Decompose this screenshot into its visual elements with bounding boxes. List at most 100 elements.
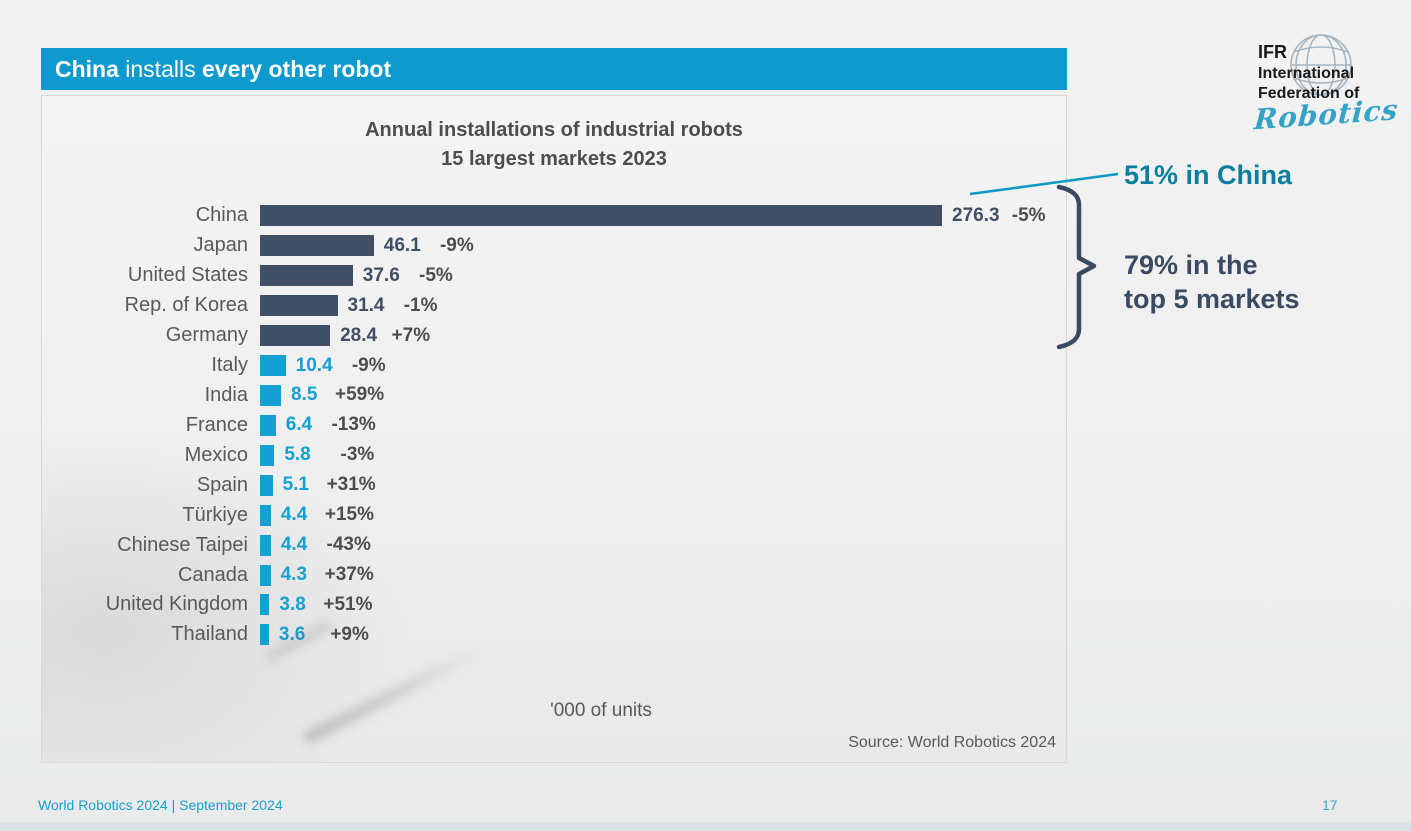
footer-text: World Robotics 2024 | September 2024 — [38, 797, 283, 813]
value-label: 10.4 — [295, 354, 333, 376]
slide-title-regular: installs — [118, 55, 202, 82]
value-label: 8.5 — [290, 384, 318, 406]
chart-title: Annual installations of industrial robot… — [365, 119, 743, 141]
value-label: 4.4 — [280, 534, 308, 556]
change-label: -9% — [439, 234, 474, 256]
change-label: -9% — [351, 354, 386, 376]
bottom-strip — [0, 822, 1411, 831]
bar-row: Spain 5.1 +31% — [42, 470, 1066, 500]
bar — [260, 325, 331, 347]
change-label: +37% — [324, 564, 374, 586]
bar — [260, 474, 273, 496]
bar — [260, 265, 353, 287]
change-label: -5% — [419, 264, 453, 286]
bar — [260, 235, 374, 257]
change-label: +7% — [391, 324, 431, 346]
bar-row: United Kingdom 3.8 +51% — [42, 590, 1066, 620]
bar-row: China 276.3 -5% — [42, 201, 1066, 231]
value-label: 276.3 — [952, 204, 1000, 226]
bar-row: Türkiye 4.4 +15% — [42, 500, 1066, 530]
category-label: Spain — [196, 473, 248, 496]
annotation-top5-line2: top 5 markets — [1124, 284, 1300, 314]
bar — [260, 295, 338, 317]
category-label: India — [204, 383, 248, 406]
bar-chart: China 276.3 -5% Japan 46.1 -9% United States 37… — [42, 201, 1066, 650]
change-label: -13% — [331, 414, 376, 436]
category-label: Chinese Taipei — [117, 533, 248, 556]
value-label: 28.4 — [340, 324, 378, 346]
slide-title-bold-2: every other robot — [201, 55, 392, 82]
ifr-logo: IFR International Federation of Robotics — [1250, 30, 1406, 142]
bar — [260, 624, 269, 646]
value-label: 4.4 — [280, 504, 308, 526]
slide-title-bar: China installs every other robot — [41, 48, 1067, 90]
bar-row: Chinese Taipei 4.4 -43% — [42, 530, 1066, 560]
chart-title-block: Annual installations of industrial robot… — [42, 116, 1066, 174]
annotation-top5-line1: 79% in the — [1124, 250, 1258, 280]
value-label: 6.4 — [285, 414, 313, 436]
category-label: Türkiye — [182, 503, 248, 526]
bar-row: Rep. of Korea 31.4 -1% — [42, 291, 1066, 321]
bar-row: Thailand 3.6 +9% — [42, 620, 1066, 650]
category-label: Italy — [211, 354, 248, 377]
bar — [260, 384, 281, 406]
bar — [260, 594, 270, 616]
logo-text-federation: Federation of — [1258, 85, 1360, 102]
category-label: Canada — [177, 563, 248, 586]
bar — [260, 534, 271, 556]
annotation-china-share: 51% in China — [1124, 160, 1293, 190]
category-label: Thailand — [171, 623, 248, 646]
change-label: -43% — [326, 534, 371, 556]
bar-row: Japan 46.1 -9% — [42, 231, 1066, 261]
bar-row: Canada 4.3 +37% — [42, 560, 1066, 590]
bar-row: France 6.4 -13% — [42, 410, 1066, 440]
slide-title-bold-1: China — [55, 55, 119, 82]
value-label: 31.4 — [347, 294, 385, 316]
change-label: +51% — [323, 593, 373, 615]
bar — [260, 355, 286, 377]
category-label: Germany — [165, 324, 248, 347]
value-label: 5.1 — [282, 474, 309, 496]
value-label: 3.6 — [278, 623, 306, 645]
globe-icon — [1290, 34, 1352, 96]
chart-subtitle: 15 largest markets 2023 — [441, 148, 667, 170]
value-label: 37.6 — [362, 264, 400, 286]
category-label: France — [185, 413, 248, 436]
change-label: +9% — [330, 623, 369, 645]
bar-row: Germany 28.4 +7% — [42, 321, 1066, 351]
value-label: 3.8 — [279, 593, 306, 615]
bar — [260, 504, 271, 526]
axis-unit-label: '000 of units — [550, 700, 652, 721]
bar — [260, 444, 275, 466]
top5-bracket — [1056, 184, 1097, 350]
category-label: Mexico — [184, 443, 248, 466]
bar — [260, 205, 942, 227]
callout-line — [969, 172, 1119, 196]
logo-text-ifr: IFR — [1258, 42, 1287, 62]
change-label: -1% — [403, 294, 438, 316]
bar-row: United States 37.6 -5% — [42, 261, 1066, 291]
chart-panel: Annual installations of industrial robot… — [41, 95, 1067, 763]
page-number: 17 — [1322, 797, 1338, 813]
change-label: -5% — [1011, 204, 1046, 226]
bar — [260, 564, 271, 586]
category-label: China — [195, 204, 248, 227]
bar-row: Mexico 5.8 -3% — [42, 440, 1066, 470]
category-label: Rep. of Korea — [124, 294, 248, 317]
change-label: +15% — [324, 504, 374, 526]
shadow-artifact — [302, 644, 484, 745]
logo-text-international: International — [1258, 65, 1355, 82]
value-label: 46.1 — [383, 234, 421, 256]
category-label: United Kingdom — [105, 593, 248, 616]
annotation-top5-share: 79% in the top 5 markets — [1124, 248, 1300, 316]
category-label: United States — [127, 264, 248, 287]
change-label: +59% — [334, 384, 385, 406]
value-label: 5.8 — [284, 444, 311, 466]
change-label: -3% — [340, 444, 375, 466]
bar — [260, 414, 276, 436]
bar-row: India 8.5 +59% — [42, 381, 1066, 411]
change-label: +31% — [326, 474, 376, 496]
value-label: 4.3 — [280, 564, 308, 586]
source-label: Source: World Robotics 2024 — [848, 734, 1056, 751]
